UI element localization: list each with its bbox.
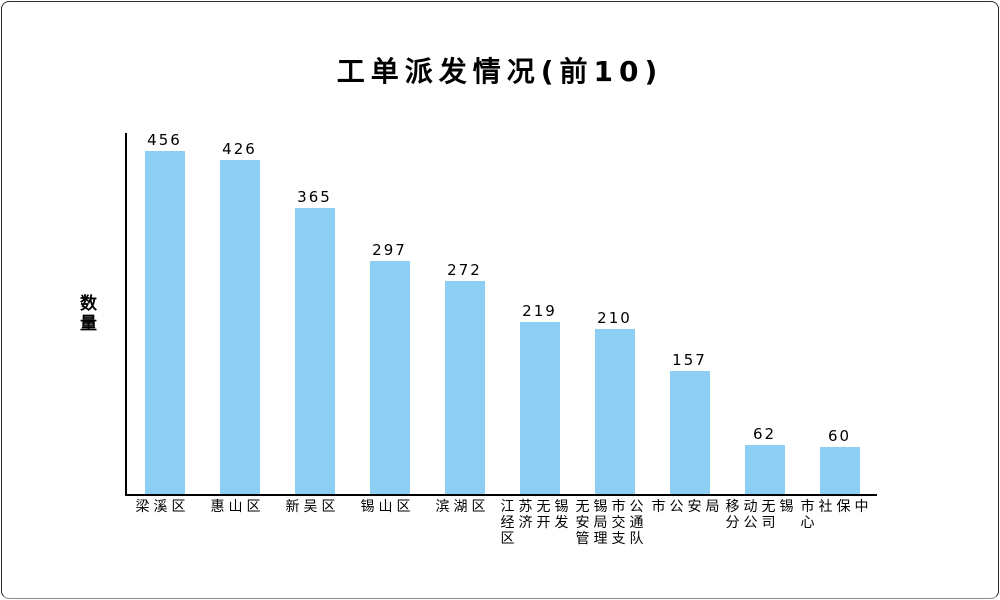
bar [144, 151, 185, 494]
y-axis-label: 数量 [76, 294, 96, 334]
bar [294, 207, 335, 494]
x-category-slot: 惠山区 [200, 499, 275, 547]
bar-slot: 62 [727, 133, 802, 494]
x-axis-category-label: 无锡市公安局交通管理支队 [575, 499, 648, 547]
bar-value-label: 219 [522, 302, 557, 321]
bar-value-label: 297 [372, 240, 407, 259]
x-axis-category-label: 移动无锡分公司 [725, 499, 798, 531]
bar-value-label: 272 [447, 260, 482, 279]
bar [744, 445, 785, 494]
bar-value-label: 426 [222, 139, 257, 158]
x-axis-labels: 梁溪区 惠山区 新吴区 锡山区 滨湖区 江苏无锡经济开发区 无锡市公安局交通管理支队 市公安局… [125, 499, 875, 547]
bar-slot: 365 [277, 133, 352, 494]
plot-area: 456 426 365 297 272 219 210 157 62 60 [125, 133, 877, 496]
bar-value-label: 210 [597, 309, 632, 328]
bar [819, 446, 860, 494]
x-axis-category-label: 江苏无锡经济开发区 [500, 499, 573, 547]
bar-slot: 426 [202, 133, 277, 494]
x-axis-category-label: 惠山区 [210, 499, 265, 515]
x-axis-category-label: 新吴区 [285, 499, 340, 515]
bar-value-label: 157 [672, 350, 707, 369]
bar-value-label: 365 [297, 187, 332, 206]
bar [519, 322, 560, 494]
bar [219, 159, 260, 494]
x-category-slot: 无锡市公安局交通管理支队 [575, 499, 650, 547]
bar-slot: 219 [502, 133, 577, 494]
bar-slot: 272 [427, 133, 502, 494]
bars-container: 456 426 365 297 272 219 210 157 62 60 [127, 133, 877, 494]
x-category-slot: 市公安局 [650, 499, 725, 547]
x-axis-category-label: 市社保中心 [800, 499, 873, 531]
x-category-slot: 移动无锡分公司 [725, 499, 800, 547]
x-category-slot: 新吴区 [275, 499, 350, 547]
x-category-slot: 滨湖区 [425, 499, 500, 547]
x-axis-category-label: 滨湖区 [435, 499, 490, 515]
x-category-slot: 梁溪区 [125, 499, 200, 547]
bar-value-label: 456 [147, 131, 182, 149]
x-axis-category-label: 市公安局 [651, 499, 724, 515]
bar [669, 370, 710, 494]
x-axis-category-label: 梁溪区 [135, 499, 190, 515]
x-category-slot: 锡山区 [350, 499, 425, 547]
bar-value-label: 60 [827, 426, 852, 445]
bar [594, 329, 635, 494]
bar-slot: 297 [352, 133, 427, 494]
x-category-slot: 市社保中心 [800, 499, 875, 547]
x-axis-category-label: 锡山区 [360, 499, 415, 515]
chart-title: 工单派发情况(前10) [336, 55, 664, 88]
bar [444, 280, 485, 494]
bar [369, 260, 410, 494]
bar-slot: 210 [577, 133, 652, 494]
bar-slot: 157 [652, 133, 727, 494]
bar-slot: 456 [127, 133, 202, 494]
x-category-slot: 江苏无锡经济开发区 [500, 499, 575, 547]
bar-value-label: 62 [752, 425, 777, 444]
bar-slot: 60 [802, 133, 877, 494]
